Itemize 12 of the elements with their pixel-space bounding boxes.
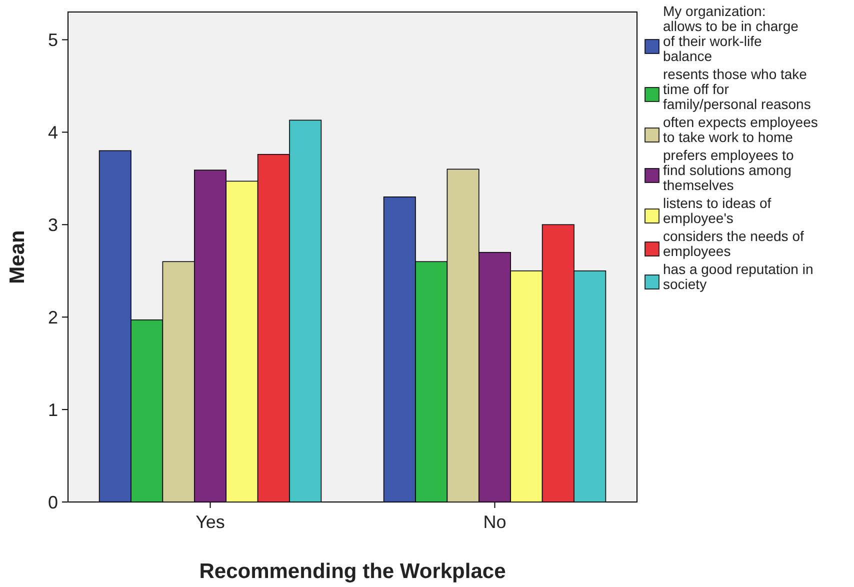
legend-label: has a good reputation in society: [663, 261, 814, 292]
x-tick-label: No: [483, 512, 506, 532]
y-tick-label: 4: [48, 122, 58, 142]
legend-title: My organization:: [663, 3, 766, 19]
y-axis-title: Mean: [6, 230, 29, 284]
x-tick-label: Yes: [196, 512, 225, 532]
x-axis-title: Recommending the Workplace: [199, 560, 506, 583]
y-tick-label: 1: [48, 400, 58, 420]
y-tick-label: 0: [48, 492, 58, 512]
y-tick-label: 3: [48, 214, 58, 235]
y-tick-label: 5: [48, 30, 58, 50]
y-tick-label: 2: [48, 307, 58, 328]
